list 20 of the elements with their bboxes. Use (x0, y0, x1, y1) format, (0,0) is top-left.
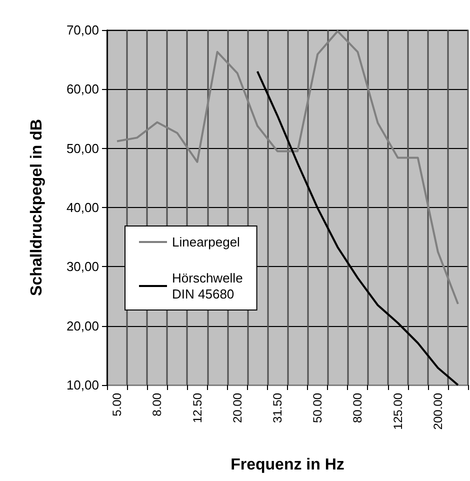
x-tick-label: 50.00 (310, 392, 325, 424)
y-tick-label: 50,00 (66, 140, 99, 156)
y-tick-label: 20,00 (66, 318, 99, 334)
x-tick-label: 200.00 (430, 392, 445, 430)
y-tick-label: 40,00 (66, 200, 99, 215)
x-tick-label: 125.00 (390, 392, 405, 430)
y-axis-title: Schalldruckpegel in dB (28, 119, 46, 296)
y-tick-label: 60,00 (66, 82, 99, 97)
y-tick-label: 10,00 (66, 378, 99, 392)
x-tick-label: 80.00 (350, 392, 365, 424)
x-axis-title: Frequenz in Hz (230, 456, 344, 474)
x-tick-label: 5.00 (110, 392, 124, 416)
y-tick-label: 30,00 (66, 259, 99, 274)
x-tick-label: 20.00 (230, 392, 244, 424)
x-tick-label: 31.50 (270, 392, 284, 424)
legend-label: Linearpegel (172, 234, 240, 250)
x-tick-label: 12.50 (190, 392, 204, 424)
legend-label: Hörschwelle DIN 45680 (172, 270, 243, 302)
y-tick-label: 70,00 (66, 22, 99, 38)
x-tick-label: 8.00 (150, 392, 164, 416)
